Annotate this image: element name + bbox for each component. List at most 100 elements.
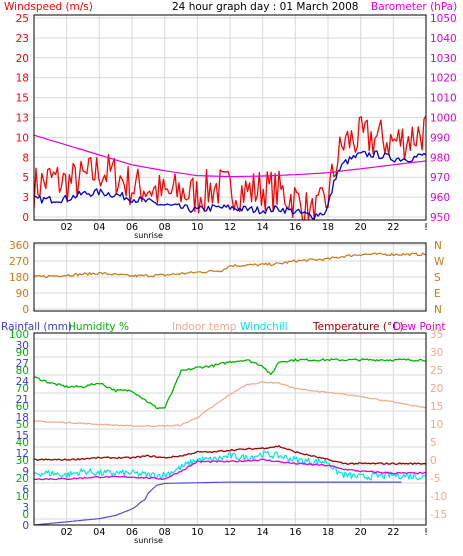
barometer-tick: 970 — [430, 172, 450, 184]
barometer-tick: 960 — [430, 192, 450, 204]
hour-tick: 18 — [322, 527, 334, 538]
rainfall-tick: 21 — [16, 394, 29, 406]
temperature-tick: 15 — [430, 401, 443, 413]
windspeed-axis-label: Windspeed (m/s) — [4, 1, 93, 13]
windspeed-tick: 18 — [16, 73, 29, 85]
hour-tick: 08 — [159, 527, 171, 538]
sunrise-label: sunrise — [134, 231, 163, 240]
humidity-tick: 30 — [16, 455, 29, 467]
degree-tick: 90 — [16, 288, 29, 300]
hour-tick: 20 — [355, 527, 367, 538]
humidity-tick: 70 — [16, 383, 29, 395]
wind-average-line — [33, 150, 427, 220]
degree-tick: 180 — [9, 272, 29, 284]
compass-tick: W — [434, 256, 445, 268]
rainfall-tick: 12 — [16, 448, 29, 460]
humidity-tick: 80 — [16, 365, 29, 377]
temperature-tick: 20 — [430, 383, 443, 395]
rainfall-line — [33, 481, 402, 526]
barometer-tick: 1050 — [430, 13, 457, 25]
barometer-tick: 990 — [430, 132, 450, 144]
temperature-tick: -10 — [430, 491, 447, 503]
rainfall-tick: 18 — [16, 412, 29, 424]
sunrise-label: sunrise — [134, 536, 163, 545]
windspeed-tick: 23 — [16, 33, 29, 45]
gridlines — [34, 243, 427, 311]
windspeed-tick: 8 — [22, 152, 29, 164]
hour-tick: 14 — [257, 222, 269, 233]
windspeed-tick: 13 — [16, 113, 29, 125]
rainfall-tick: 9 — [22, 466, 29, 478]
rainfall-axis-label: Rainfall (mm) — [1, 321, 72, 333]
degree-tick: 0 — [22, 304, 29, 316]
series-layer — [33, 252, 427, 278]
hour-tick: 16 — [289, 222, 301, 233]
hour-tick: 12 — [224, 222, 236, 233]
rainfall-tick: 24 — [16, 376, 30, 388]
rainfall-tick: 15 — [16, 430, 29, 442]
temperature-tick: -15 — [430, 509, 447, 521]
compass-tick: S — [434, 272, 441, 284]
hour-tick: 16 — [289, 527, 301, 538]
temperature-tick: 0 — [430, 455, 437, 467]
hour-tick: 22 — [387, 222, 399, 233]
barometer-tick: 1000 — [430, 113, 457, 125]
rainfall-tick: 27 — [16, 358, 29, 370]
windspeed-line — [33, 115, 427, 221]
humidity-tick: 60 — [16, 401, 29, 413]
humidity-tick: 90 — [16, 347, 29, 359]
hour-tick: 04 — [93, 527, 105, 538]
rainfall-tick: 3 — [22, 502, 29, 514]
hour-tick: 10 — [191, 222, 203, 233]
hour-tick: ! — [424, 527, 428, 538]
windchill-label: Windchill — [240, 321, 288, 333]
humidity-tick: 10 — [16, 491, 29, 503]
indoor-temp-label: Indoor temp — [172, 321, 237, 333]
dew-point-line — [34, 458, 427, 481]
humidity-tick: 50 — [16, 419, 29, 431]
hour-tick-labels: 02 04 06 08 10 12 14 16 18 20 22 ! sunrise — [61, 222, 428, 240]
degree-tick: 270 — [9, 256, 29, 268]
compass-tick: N — [434, 240, 442, 252]
humidity-tick: 20 — [16, 473, 29, 485]
windspeed-tick: 3 — [22, 192, 29, 204]
barometer-axis-label: Barometer (hPa) — [371, 1, 457, 13]
humidity-tick: 100 — [9, 329, 29, 341]
temperature-axis-label: Temperature (°C) — [312, 321, 404, 333]
windchill-line — [33, 450, 427, 481]
temperature-tick-labels: 35 30 25 20 15 10 5 0 -5 -10 -15 — [430, 329, 447, 521]
barometer-tick: 1040 — [430, 33, 457, 45]
wind-direction-line — [33, 252, 427, 278]
windspeed-tick: 25 — [16, 13, 29, 25]
temperature-tick: 30 — [430, 347, 443, 359]
barometer-tick: 1010 — [430, 93, 457, 105]
panel-border — [33, 332, 427, 526]
compass-tick: E — [434, 288, 441, 300]
hour-tick: 20 — [355, 222, 367, 233]
hour-tick: 22 — [387, 527, 399, 538]
barometer-tick-labels: 1050 1040 1030 1020 1010 1000 990 980 970 960 950 — [430, 13, 457, 224]
indoor-temp-line — [33, 381, 427, 427]
dew-point-label: Dew Point — [393, 321, 446, 333]
hour-tick: 10 — [191, 527, 203, 538]
barometer-tick: 980 — [430, 152, 450, 164]
temperature-line — [33, 445, 427, 465]
rainfall-tick: 30 — [16, 340, 29, 352]
series-layer — [33, 115, 427, 221]
humidity-tick: 0 — [22, 509, 29, 521]
windspeed-tick: 5 — [22, 172, 29, 184]
humidity-tick: 40 — [16, 437, 29, 449]
windspeed-tick: 20 — [16, 53, 29, 65]
windspeed-tick-labels: 25 23 20 18 15 13 10 8 5 3 0 — [16, 13, 29, 224]
temperature-tick: 25 — [430, 365, 443, 377]
temperature-tick: -5 — [430, 473, 440, 485]
hour-tick-labels: 02 04 06 08 10 12 14 16 18 20 22 ! sunrise — [61, 527, 428, 545]
hour-tick: 12 — [224, 527, 236, 538]
barometer-line — [33, 134, 427, 178]
